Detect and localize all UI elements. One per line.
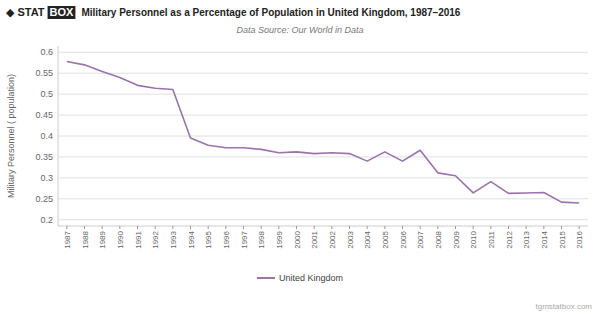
- x-tick-label: 1989: [98, 230, 107, 248]
- x-tick-label: 2001: [310, 230, 319, 248]
- x-tick-label: 2015: [558, 230, 567, 248]
- x-tick: [314, 226, 315, 229]
- x-tick: [384, 226, 385, 229]
- logo-box-bg: [48, 6, 76, 19]
- x-tick-label: 1997: [240, 230, 249, 248]
- x-tick: [437, 226, 438, 229]
- x-tick: [278, 226, 279, 229]
- background: [0, 0, 600, 314]
- grid-line: [58, 73, 588, 74]
- y-tick-label: 0.5: [40, 89, 53, 99]
- logo-mark: ◆: [6, 6, 15, 18]
- x-tick: [137, 226, 138, 229]
- x-tick: [261, 226, 262, 229]
- x-tick: [66, 226, 67, 229]
- grid-line: [58, 94, 588, 95]
- series-line: [67, 61, 579, 202]
- x-tick-label: 1990: [116, 230, 125, 248]
- chart: ◆STAT BOX Military Personnel as a Percenta…: [0, 0, 600, 314]
- x-tick: [296, 226, 297, 229]
- x-tick-label: 1996: [222, 230, 231, 248]
- y-tick-label: 0.45: [35, 110, 53, 120]
- header: ◆STAT BOX Military Personnel as a Percenta…: [6, 6, 461, 19]
- grid-line: [58, 156, 588, 157]
- x-tick-label: 2008: [434, 230, 443, 248]
- legend: United Kingdom: [257, 273, 343, 283]
- x-tick: [84, 226, 85, 229]
- x-tick-label: 1987: [63, 230, 72, 248]
- x-tick: [190, 226, 191, 229]
- subtitle: Data Source: Our World in Data: [236, 25, 363, 35]
- x-tick-label: 1998: [257, 230, 266, 248]
- x-tick-label: 2011: [487, 230, 496, 248]
- x-tick: [420, 226, 421, 229]
- x-tick-label: 1992: [151, 230, 160, 248]
- legend-label: United Kingdom: [279, 273, 343, 283]
- y-tick-label: 0.6: [40, 47, 53, 57]
- x-tick-label: 2014: [540, 230, 549, 248]
- grid-line: [58, 219, 588, 220]
- grid-line: [58, 52, 588, 53]
- grid-line: [58, 136, 588, 137]
- y-tick-label: 0.3: [40, 173, 53, 183]
- data-marks: [67, 61, 579, 202]
- x-tick-label: 1994: [187, 230, 196, 248]
- legend-swatch: [257, 277, 275, 279]
- x-tick-label: 2006: [399, 230, 408, 248]
- x-tick-label: 2009: [452, 230, 461, 248]
- x-tick: [172, 226, 173, 229]
- x-tick: [331, 226, 332, 229]
- x-tick: [526, 226, 527, 229]
- x-tick-label: 1993: [169, 230, 178, 248]
- grid-line: [58, 198, 588, 199]
- x-tick-label: 2004: [363, 230, 372, 248]
- x-tick: [455, 226, 456, 229]
- x-tick: [508, 226, 509, 229]
- x-tick-label: 2013: [522, 230, 531, 248]
- logo-box: BOX: [50, 6, 75, 18]
- x-tick: [243, 226, 244, 229]
- logo-stat: STAT: [17, 6, 44, 18]
- x-tick-label: 2003: [346, 230, 355, 248]
- x-tick: [490, 226, 491, 229]
- y-axis-label: Military Personnel ( population): [6, 74, 16, 198]
- x-tick: [225, 226, 226, 229]
- title: Military Personnel as a Percentage of Po…: [81, 7, 460, 18]
- x-tick: [208, 226, 209, 229]
- x-tick: [155, 226, 156, 229]
- grid-line: [58, 177, 588, 178]
- grid-line: [58, 115, 588, 116]
- x-tick: [543, 226, 544, 229]
- x-tick: [367, 226, 368, 229]
- x-tick: [579, 226, 580, 229]
- x-tick-label: 2005: [381, 230, 390, 248]
- x-tick: [102, 226, 103, 229]
- x-tick-label: 1988: [81, 230, 90, 248]
- x-tick-label: 2012: [505, 230, 514, 248]
- y-tick-label: 0.4: [40, 131, 53, 141]
- y-tick-label: 0.2: [40, 215, 53, 225]
- x-tick: [561, 226, 562, 229]
- x-tick-label: 2002: [328, 230, 337, 248]
- y-axis-line: [58, 46, 59, 226]
- x-tick-label: 2000: [293, 230, 302, 248]
- x-tick: [119, 226, 120, 229]
- x-tick: [402, 226, 403, 229]
- axes: 0.2 0.25 0.3 0.35 0.4 0.45 0.5 0.55 0.6 1987 1988 1…: [35, 46, 588, 249]
- x-tick-label: 1999: [275, 230, 284, 248]
- x-tick-label: 2010: [469, 230, 478, 248]
- watermark: tgmstatbox.com: [536, 302, 593, 311]
- x-tick: [473, 226, 474, 229]
- x-tick-label: 2016: [575, 230, 584, 248]
- y-tick-label: 0.25: [35, 194, 53, 204]
- x-tick: [349, 226, 350, 229]
- x-tick-label: 2007: [416, 230, 425, 248]
- y-tick-label: 0.35: [35, 152, 53, 162]
- y-tick-label: 0.55: [35, 68, 53, 78]
- x-tick-label: 1995: [204, 230, 213, 248]
- x-tick-label: 1991: [134, 230, 143, 248]
